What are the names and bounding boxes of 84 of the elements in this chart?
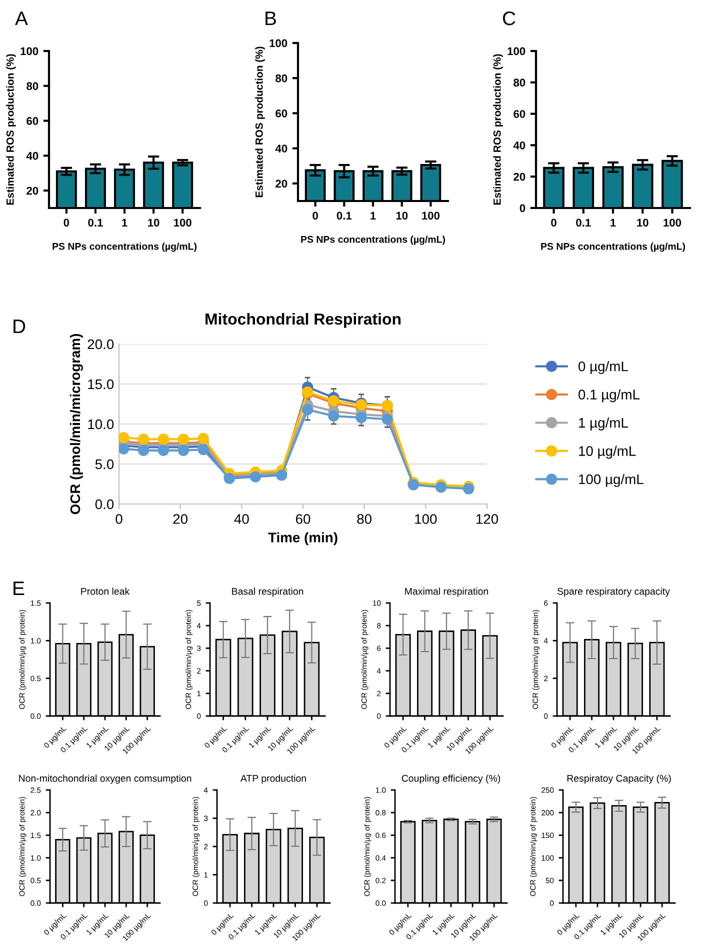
- y-tick-label: 10.0: [88, 419, 114, 430]
- y-tick-label: 100: [270, 39, 288, 48]
- x-tick-label: 1: [370, 212, 376, 220]
- x-tick-label: 0.1: [336, 212, 352, 220]
- legend-label: 100 µg/mL: [579, 474, 644, 487]
- x-tick-label: 60: [296, 514, 310, 524]
- y-tick-label: 0: [520, 204, 526, 212]
- y-tick-label: 80: [276, 74, 288, 82]
- point: [178, 444, 189, 456]
- y-axis-title: Estimated ROS production (%): [6, 54, 16, 205]
- y-tick-label: 60: [514, 110, 526, 118]
- chart-title: Coupling efficiency (%): [402, 774, 500, 784]
- x-tick-label: 120: [476, 514, 498, 524]
- x-tick-label: 1: [610, 218, 616, 226]
- point: [356, 412, 367, 424]
- y-axis-title: OCR (pmol/min/microgram): [70, 334, 83, 514]
- x-axis-title: PS NPs concentrations (µg/mL): [52, 242, 197, 252]
- text: A: [15, 12, 28, 26]
- y-axis-title: Estimated ROS production (%): [493, 54, 503, 205]
- x-tick-label: 10: [148, 218, 160, 227]
- x-tick-label: 0: [64, 218, 70, 227]
- chart-title: Spare respiratory capacity: [557, 588, 670, 597]
- chart-title: Respiratoy Capacity (%): [567, 774, 671, 784]
- y-tick-label: 40: [513, 141, 526, 150]
- x-tick-label: 1: [122, 218, 128, 226]
- legend-label: 0 µg/mL: [578, 361, 628, 374]
- y-tick-label: 5.0: [95, 459, 114, 470]
- point: [138, 434, 150, 445]
- x-tick-label: 0.1: [576, 218, 591, 227]
- point: [119, 432, 130, 444]
- x-tick-label: 100: [415, 514, 437, 524]
- x-tick-label: 100: [664, 218, 682, 227]
- y-tick-label: 100: [508, 47, 526, 56]
- x-tick-label: 0: [116, 514, 122, 524]
- point: [198, 444, 209, 456]
- text: E: [14, 582, 24, 596]
- x-tick-label: 100: [422, 212, 440, 220]
- x-tick-label: 10: [637, 218, 648, 227]
- point: [138, 444, 150, 456]
- x-tick-label: 0: [312, 212, 318, 220]
- y-tick-label: 60: [276, 109, 288, 118]
- chart-title: Mitochondrial Respiration: [206, 312, 401, 328]
- x-tick-label: 80: [357, 514, 372, 524]
- point: [328, 395, 340, 406]
- y-tick-label: 80: [514, 78, 526, 87]
- point: [158, 444, 170, 456]
- x-axis-title: Time (min): [268, 532, 338, 546]
- point: [178, 434, 189, 445]
- x-tick-label: 20: [173, 514, 188, 524]
- x-axis-title: PS NPs concentrations (µg/mL): [301, 236, 446, 245]
- legend-label: 10 µg/mL: [579, 446, 636, 459]
- y-tick-label: 60: [26, 117, 38, 125]
- y-tick-label: 15.0: [88, 379, 114, 390]
- legend-label: 1 µg/mL: [579, 418, 628, 430]
- y-tick-label: 80: [26, 82, 38, 90]
- x-tick-label: 0.1: [88, 218, 103, 227]
- point: [302, 404, 314, 416]
- point: [328, 410, 340, 422]
- text: B: [266, 12, 276, 26]
- x-tick-label: 100: [174, 218, 192, 227]
- point: [119, 443, 130, 454]
- text: D: [14, 320, 26, 334]
- x-tick-label: 40: [234, 514, 249, 524]
- legend-label: 0.1 µg/mL: [578, 389, 640, 402]
- y-tick-label: 100: [20, 47, 38, 56]
- chart-title: Proton leak: [81, 588, 130, 595]
- chart-title: Maximal respiration: [405, 588, 488, 597]
- chart-title: ATP production: [240, 774, 306, 784]
- y-axis-title: Estimated ROS production (%): [255, 46, 265, 198]
- y-tick-label: 20: [514, 172, 526, 181]
- x-tick-label: 10: [396, 212, 408, 220]
- y-tick-label: 20: [276, 180, 288, 188]
- point: [158, 434, 170, 445]
- point: [382, 414, 393, 425]
- y-tick-label: 0.0: [95, 499, 114, 510]
- y-tick-label: 40: [275, 144, 288, 152]
- y-tick-label: 20: [26, 186, 38, 195]
- chart-title: Non-mitochondrial oxygen comsumption: [19, 774, 192, 784]
- y-tick-label: 20.0: [88, 339, 114, 350]
- y-tick-label: 40: [26, 152, 38, 160]
- x-axis-title: PS NPs concentrations (µg/mL): [541, 242, 686, 252]
- text: C: [502, 11, 516, 26]
- point: [198, 432, 209, 444]
- chart-title: Basal respiration: [232, 588, 304, 597]
